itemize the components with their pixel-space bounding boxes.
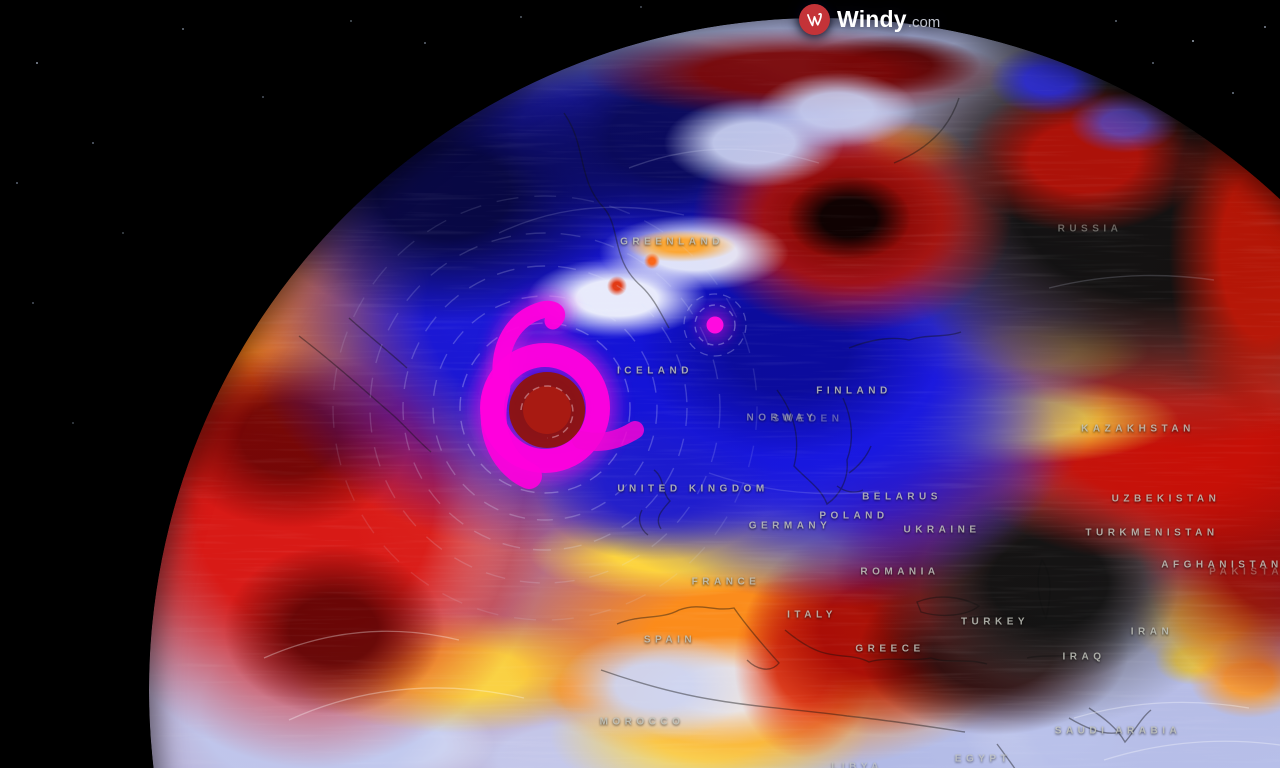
map-overlay — [149, 18, 1280, 768]
windy-logo-tld: .com — [907, 13, 941, 31]
wind-particle-texture — [149, 18, 1280, 768]
windy-logo-text: Windy .com — [837, 6, 940, 33]
secondary-vortex — [683, 293, 747, 357]
globe-map[interactable] — [149, 18, 1280, 768]
windy-logo[interactable]: Windy .com — [799, 2, 940, 36]
windy-logo-word: Windy — [837, 5, 907, 32]
stars — [0, 0, 2, 2]
polar-vortex — [472, 293, 644, 489]
windy-logo-icon — [799, 3, 830, 35]
